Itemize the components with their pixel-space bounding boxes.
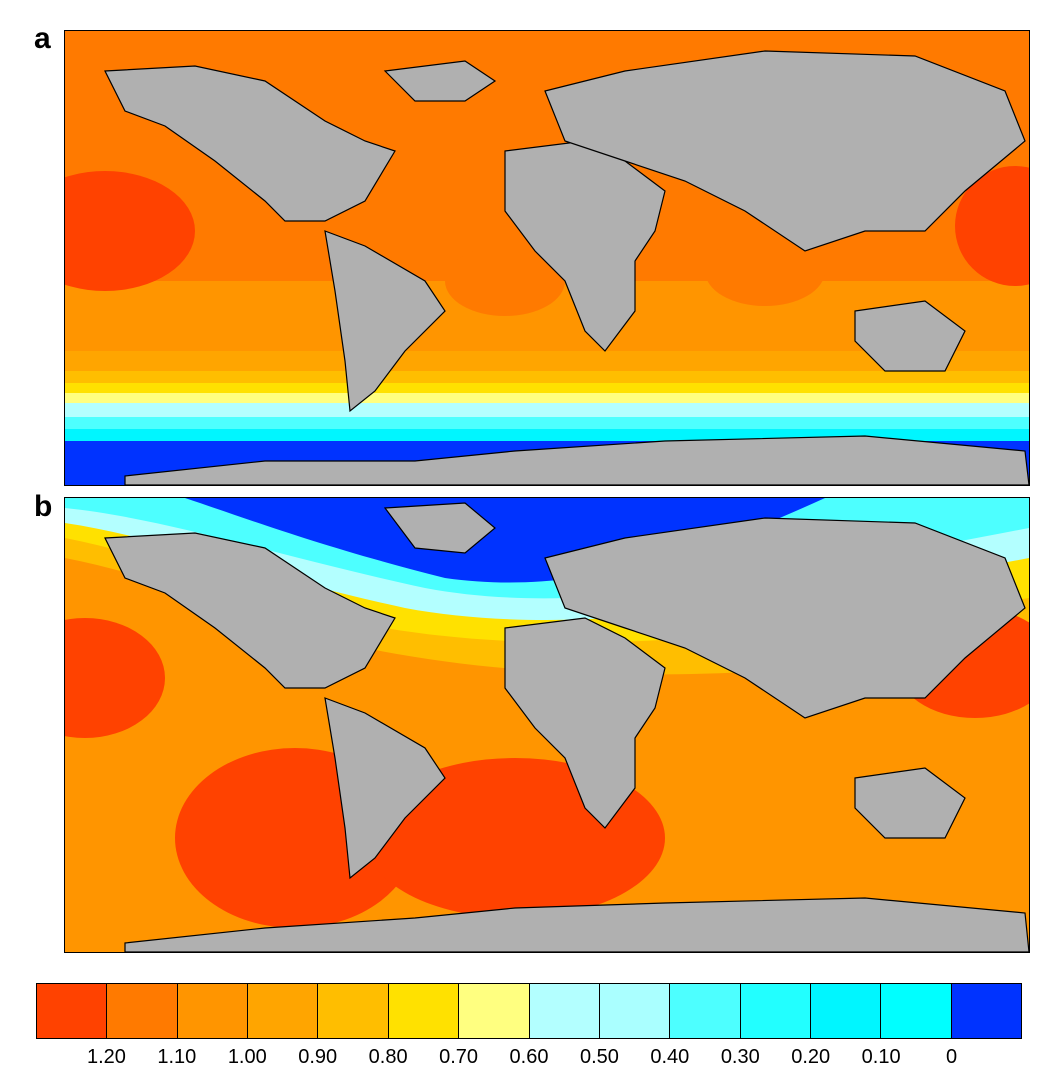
colorbar-swatch: [37, 984, 108, 1038]
colorbar-swatch: [529, 984, 600, 1038]
colorbar-swatch: [107, 984, 178, 1038]
max-blob-east-pacific: [955, 166, 1029, 286]
colorbar-tick-label: 0.20: [791, 1046, 831, 1068]
colorbar-tick-label: 0: [946, 1046, 958, 1068]
colorbar-tick-label: 0.40: [650, 1046, 690, 1068]
colorbar-swatch: [248, 984, 319, 1038]
colorbar-tick-label: 0.70: [439, 1046, 479, 1068]
colorbar-tick-label: 0.90: [298, 1046, 338, 1068]
blob-south-atlantic: [445, 246, 565, 316]
colorbar-swatch: [881, 984, 952, 1038]
colorbar: [36, 983, 1022, 1039]
panel-b-label: b: [34, 490, 53, 523]
colorbar-swatch: [177, 984, 249, 1038]
colorbar-swatch: [810, 984, 882, 1038]
colorbar-swatch: [740, 984, 811, 1038]
colorbar-tick-label: 0.30: [720, 1046, 760, 1068]
max-blob-west-pacific: [65, 618, 165, 738]
colorbar-swatch: [951, 984, 1022, 1038]
colorbar-tick-label: 0.10: [861, 1046, 901, 1068]
map-a-svg: [65, 31, 1029, 485]
colorbar-swatch: [670, 984, 741, 1038]
land-b: [104, 502, 1029, 952]
map-panel-a: [64, 30, 1030, 486]
land-a: [104, 50, 1029, 485]
colorbar-tick-label: 0.50: [579, 1046, 619, 1068]
colorbar-swatch: [388, 984, 460, 1038]
colorbar-tick-label: 1.20: [86, 1046, 126, 1068]
colorbar-tick-label: 1.00: [227, 1046, 267, 1068]
colorbar-swatch: [599, 984, 671, 1038]
colorbar-tick-label: 0.80: [368, 1046, 408, 1068]
colorbar-swatch: [459, 984, 530, 1038]
panel-a-label: a: [34, 22, 51, 55]
max-blob-west-pacific: [65, 171, 195, 291]
blob-indian-ocean: [705, 236, 825, 306]
map-b-svg: [65, 498, 1029, 952]
band-000: [185, 498, 825, 583]
colorbar-tick-label: 1.10: [157, 1046, 197, 1068]
map-panel-b: [64, 497, 1030, 953]
colorbar-swatch: [318, 984, 389, 1038]
colorbar-tick-label: 0.60: [509, 1046, 549, 1068]
